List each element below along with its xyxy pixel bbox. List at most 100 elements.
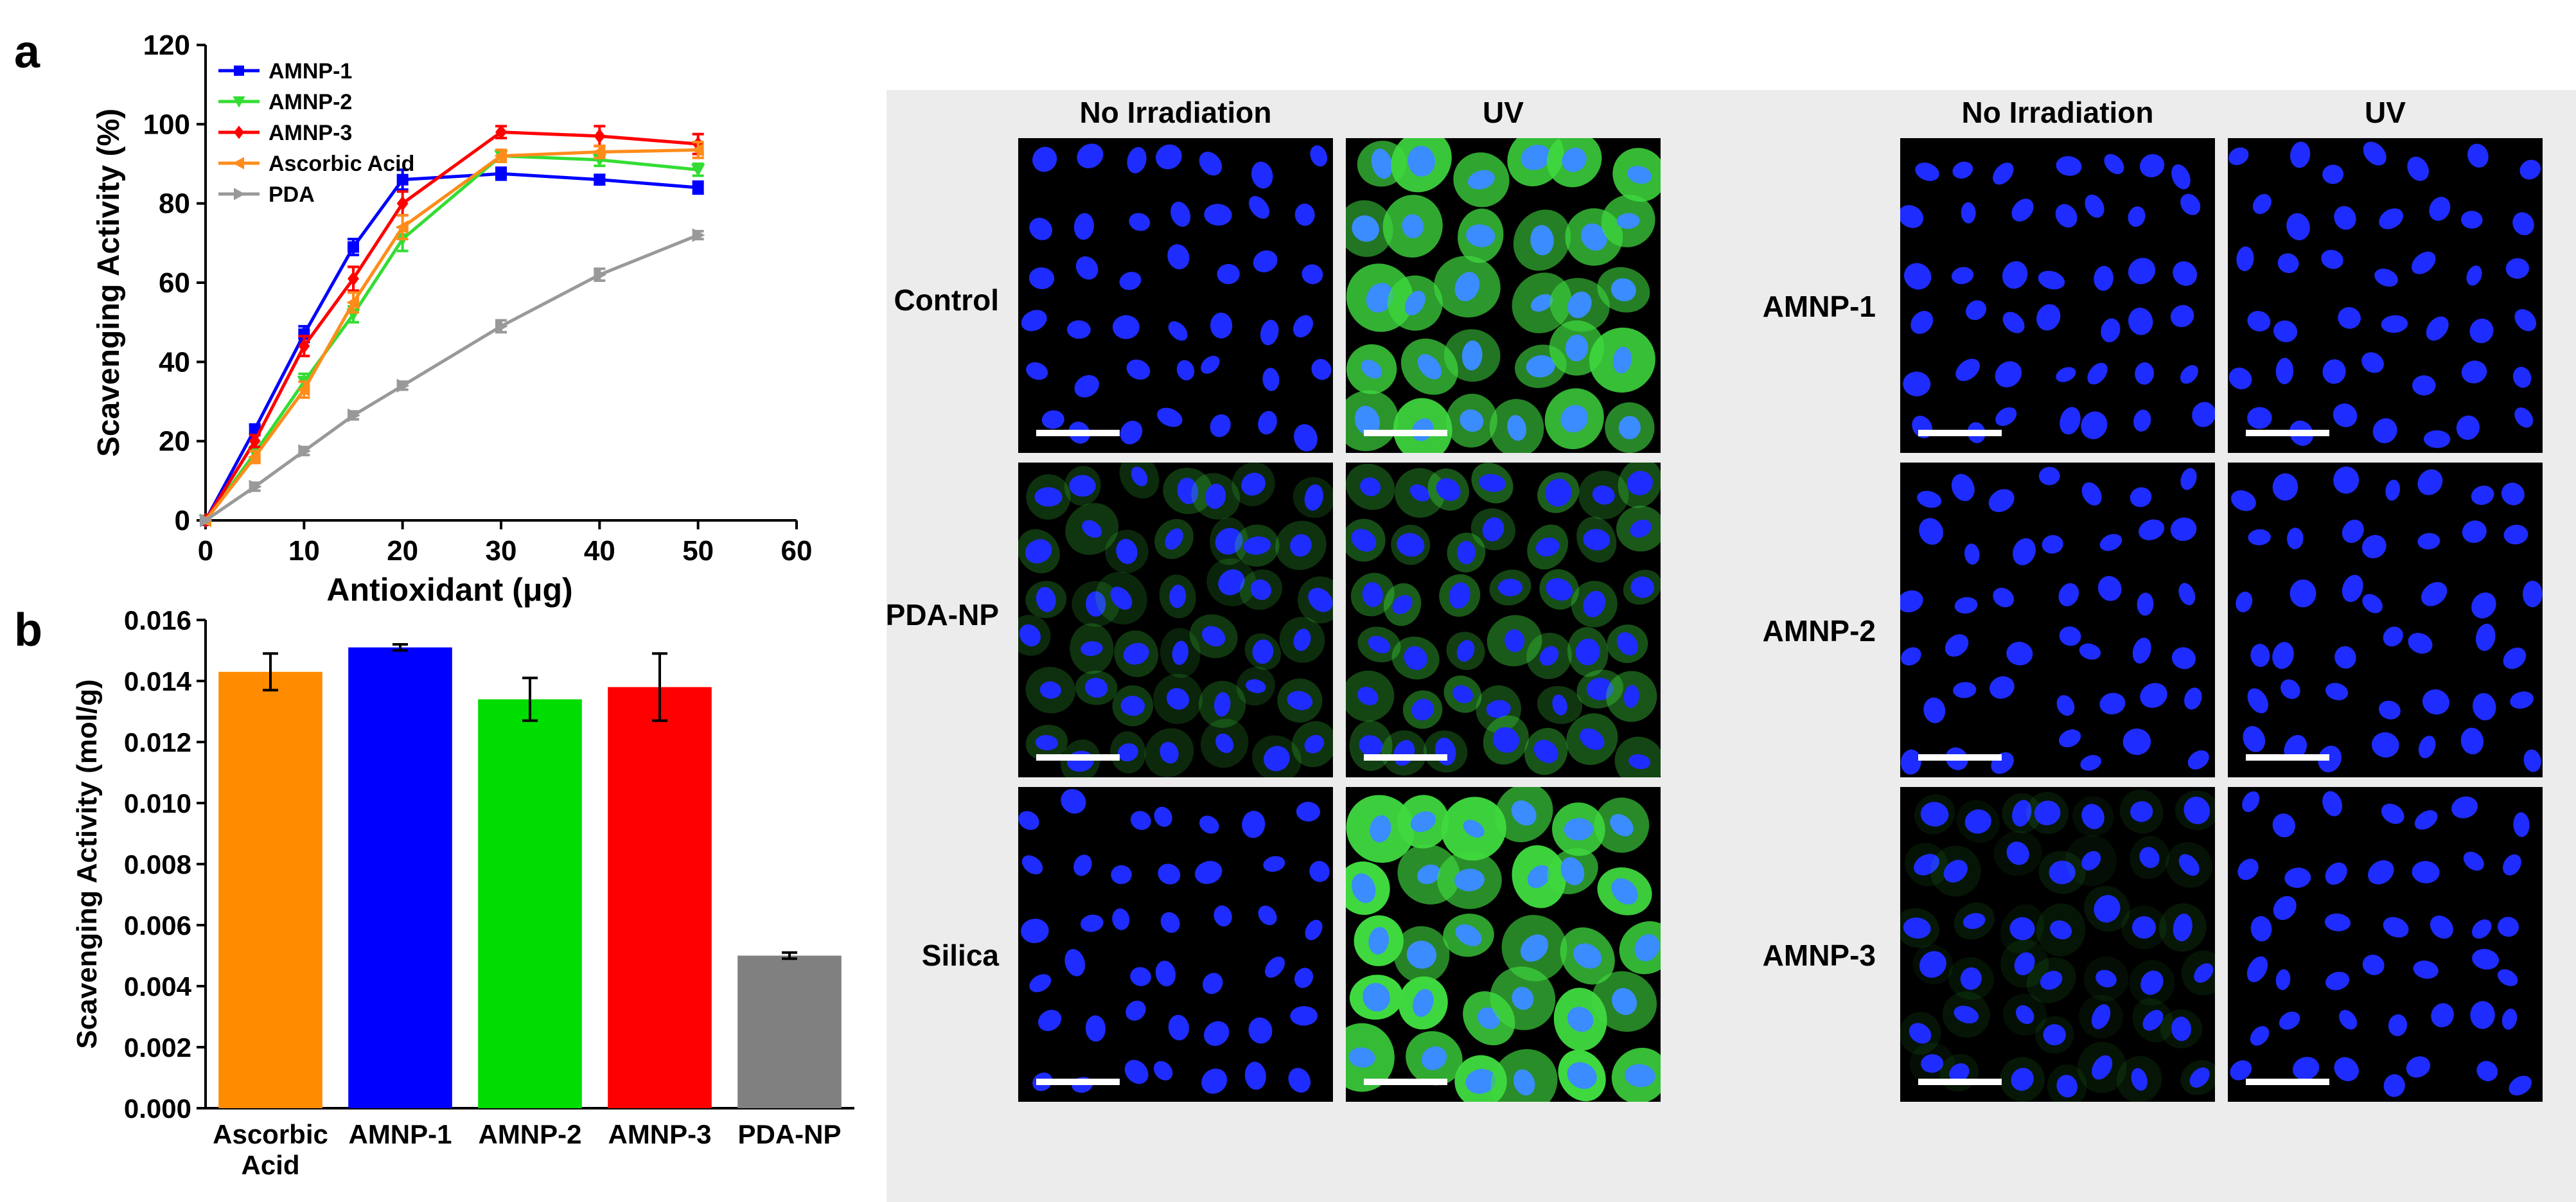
cell-nucleus xyxy=(2101,318,2121,342)
cell-nucleus xyxy=(2252,194,2272,215)
cell-nucleus xyxy=(1066,320,1091,339)
cell-nucleus xyxy=(1625,1064,1655,1088)
cell-nucleus xyxy=(2368,860,2394,885)
cell-nucleus xyxy=(2333,403,2358,427)
cell-nucleus xyxy=(1215,527,1243,555)
line-chart-scavenging-percent: 0 20 40 60 80 100 120 0 10 20 30 40 50 60 Antioxidant … xyxy=(92,30,813,608)
cell-nucleus xyxy=(2512,212,2534,236)
cell-nucleus xyxy=(1217,263,1240,285)
x-tick-label: PDA-NP xyxy=(737,1119,841,1149)
cell-nucleus xyxy=(1949,1063,1970,1083)
cell-nucleus xyxy=(1309,861,1330,882)
cell-nucleus xyxy=(2342,574,2363,603)
header-right-no-irradiation: No Irradiation xyxy=(1961,96,2154,129)
cell-nucleus xyxy=(1111,865,1132,885)
cell-nucleus xyxy=(1041,410,1064,429)
cell-nucleus xyxy=(2273,896,2297,921)
cell-nucleus xyxy=(1125,1000,1146,1021)
cell-nucleus xyxy=(2338,307,2361,329)
cell-nucleus xyxy=(1262,367,1280,391)
cell-nucleus xyxy=(2277,253,2299,274)
cell-nucleus xyxy=(1199,152,1222,176)
cell-nucleus xyxy=(1580,223,1607,251)
cell-nucleus xyxy=(1039,681,1061,699)
cell-nucleus xyxy=(2456,415,2480,440)
bar xyxy=(478,699,582,1108)
scale-bar xyxy=(1364,754,1447,761)
scale-bar xyxy=(2246,430,2329,436)
cell-nucleus xyxy=(2318,745,2342,773)
cell-nucleus xyxy=(2171,647,2196,669)
cell-nucleus xyxy=(2040,971,2063,990)
cell-nucleus xyxy=(2421,581,2448,606)
cell-nucleus xyxy=(1157,407,1183,427)
cell-nucleus xyxy=(2038,466,2060,486)
x-tick-label: 60 xyxy=(781,535,813,567)
cell-nucleus xyxy=(1249,196,1270,219)
legend: AMNP-1 AMNP-2 AMNP-3 Ascorbic Acid PDA xyxy=(218,59,414,207)
cell-nucleus xyxy=(1288,1068,1311,1093)
cell-nucleus xyxy=(2187,750,2209,770)
cell-nucleus xyxy=(1539,646,1559,666)
cell-nucleus xyxy=(2049,860,2076,885)
cell-nucleus xyxy=(1294,424,1318,452)
legend-label: AMNP-3 xyxy=(269,121,352,145)
panel-b-label: b xyxy=(14,605,42,656)
cell-nucleus xyxy=(2250,1026,2270,1046)
cell-nucleus xyxy=(1575,638,1600,666)
cell-image xyxy=(1900,463,2215,777)
cell-nucleus xyxy=(2250,644,2270,667)
y-tick-label: 0.008 xyxy=(124,849,191,879)
bar xyxy=(218,671,322,1108)
cell-nucleus xyxy=(1530,225,1554,256)
error-bar xyxy=(263,652,278,692)
cell-nucleus xyxy=(1176,360,1195,381)
cell-nucleus xyxy=(1618,416,1641,439)
cell-nucleus xyxy=(1112,315,1140,339)
data-point xyxy=(395,220,409,234)
cell-nucleus xyxy=(1583,529,1610,551)
cell-nucleus xyxy=(2321,249,2343,269)
cell-nucleus xyxy=(1352,215,1379,242)
x-tick-label: AMNP-1 xyxy=(348,1119,452,1149)
cell-nucleus xyxy=(1482,517,1504,542)
cell-nucleus xyxy=(2081,411,2108,439)
cell-nucleus xyxy=(1120,696,1145,716)
cell-nucleus xyxy=(2422,689,2449,715)
cell-nucleus xyxy=(2417,469,2443,495)
cell-nucleus xyxy=(1169,585,1187,608)
cell-nucleus xyxy=(2461,360,2487,384)
cell-nucleus xyxy=(2272,473,2298,501)
cell-nucleus xyxy=(2139,154,2165,177)
cell-nucleus xyxy=(1351,529,1377,552)
micrograph-control-no-irradiation xyxy=(1018,138,1333,453)
cell-nucleus xyxy=(2081,804,2104,829)
cell-nucleus xyxy=(1153,1061,1173,1081)
cell-nucleus xyxy=(2280,679,2300,700)
cell-nucleus xyxy=(2081,851,2101,871)
cell-nucleus xyxy=(1253,250,1278,272)
cell-nucleus xyxy=(1352,873,1376,903)
cell-nucleus xyxy=(2430,915,2453,939)
cell-nucleus xyxy=(2361,352,2384,373)
cell-nucleus xyxy=(2292,1057,2320,1081)
cell-nucleus xyxy=(2418,736,2436,759)
cell-nucleus xyxy=(2236,246,2254,272)
cell-nucleus xyxy=(1034,487,1063,507)
cell-nucleus xyxy=(1357,687,1379,705)
cell-nucleus xyxy=(1243,536,1271,555)
cell-nucleus xyxy=(1165,528,1183,550)
data-point xyxy=(348,241,359,253)
cell-nucleus xyxy=(1914,854,1939,876)
cell-nucleus xyxy=(2247,688,2268,714)
cell-nucleus xyxy=(1301,264,1323,285)
cell-nucleus xyxy=(2034,800,2061,826)
cell-nucleus xyxy=(2056,1075,2078,1098)
cell-nucleus xyxy=(1627,471,1653,496)
cell-nucleus xyxy=(1177,477,1199,504)
cell-image xyxy=(1018,787,1333,1102)
cell-nucleus xyxy=(1456,640,1475,662)
x-tick-label: 30 xyxy=(486,535,517,567)
cell-nucleus xyxy=(2513,812,2530,837)
legend-marker xyxy=(234,66,244,76)
